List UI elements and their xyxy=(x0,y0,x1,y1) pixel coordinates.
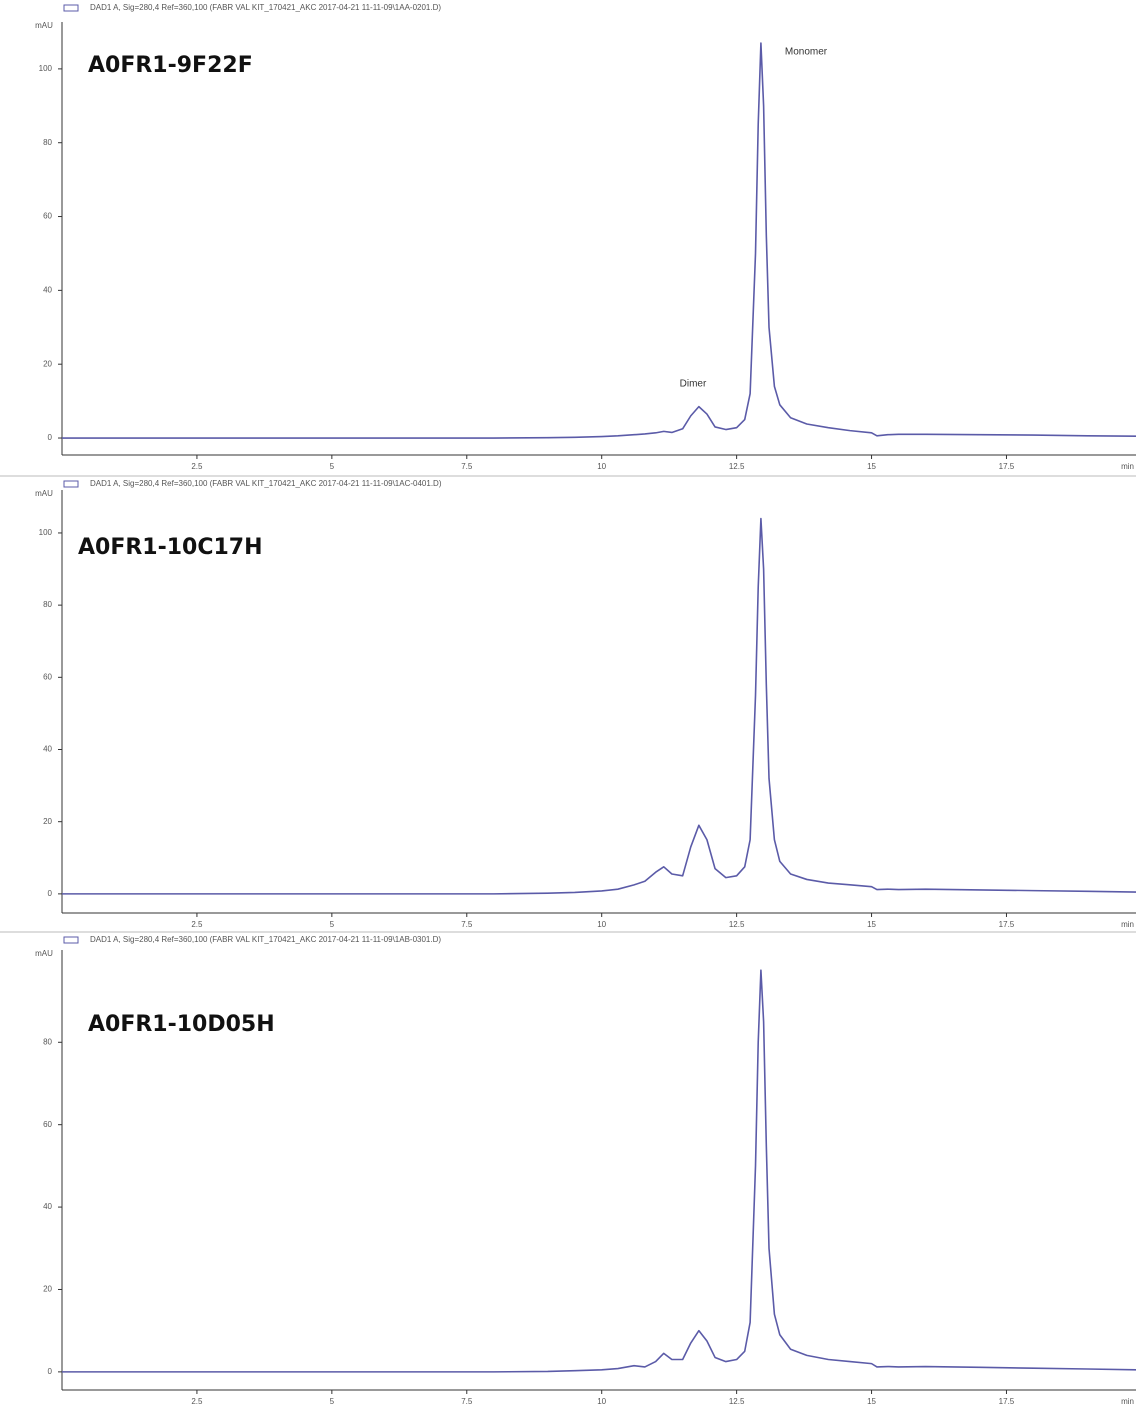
x-tick-label: 12.5 xyxy=(729,920,745,929)
trace-line xyxy=(62,42,1136,439)
annotation: Dimer xyxy=(680,379,707,390)
legend-label: DAD1 A, Sig=280,4 Ref=360,100 (FABR VAL … xyxy=(90,479,442,488)
x-tick-label: 12.5 xyxy=(729,1397,745,1406)
y-tick-label: 40 xyxy=(43,745,52,754)
x-tick-label: 10 xyxy=(597,1397,606,1406)
y-tick-label: 0 xyxy=(48,1367,53,1376)
legend-swatch xyxy=(63,4,79,12)
legend-label: DAD1 A, Sig=280,4 Ref=360,100 (FABR VAL … xyxy=(90,3,441,12)
y-tick-label: 40 xyxy=(43,1202,52,1211)
y-tick-label: 80 xyxy=(43,138,52,147)
trace-line xyxy=(62,969,1136,1373)
x-tick-label: 5 xyxy=(330,462,335,471)
x-tick-label: 7.5 xyxy=(461,462,473,471)
x-tick-label: 17.5 xyxy=(999,1397,1015,1406)
x-tick-label: 10 xyxy=(597,920,606,929)
x-axis-label: min xyxy=(1121,920,1134,929)
y-tick-label: 20 xyxy=(43,817,52,826)
x-tick-label: 15 xyxy=(867,1397,876,1406)
x-tick-label: 12.5 xyxy=(729,462,745,471)
x-tick-label: 10 xyxy=(597,462,606,471)
legend-label: DAD1 A, Sig=280,4 Ref=360,100 (FABR VAL … xyxy=(90,935,441,944)
y-tick-label: 80 xyxy=(43,600,52,609)
y-tick-label: 100 xyxy=(39,64,53,73)
legend-swatch xyxy=(63,936,79,944)
y-tick-label: 20 xyxy=(43,359,52,368)
x-tick-label: 2.5 xyxy=(191,920,203,929)
y-axis-label: mAU xyxy=(35,949,53,958)
x-tick-label: 2.5 xyxy=(191,462,203,471)
x-axis-label: min xyxy=(1121,1397,1134,1406)
y-tick-label: 20 xyxy=(43,1285,52,1294)
y-tick-label: 0 xyxy=(48,433,53,442)
trace-line xyxy=(62,517,1136,895)
x-tick-label: 2.5 xyxy=(191,1397,203,1406)
y-tick-label: 60 xyxy=(43,212,52,221)
x-tick-label: 7.5 xyxy=(461,920,473,929)
x-axis-label: min xyxy=(1121,462,1134,471)
y-tick-label: 80 xyxy=(43,1037,52,1046)
annotation: Monomer xyxy=(785,47,828,58)
y-tick-label: 0 xyxy=(48,889,53,898)
chart-title: A0FR1-10C17H xyxy=(78,535,263,560)
y-tick-label: 60 xyxy=(43,1120,52,1129)
x-tick-label: 17.5 xyxy=(999,920,1015,929)
x-tick-label: 17.5 xyxy=(999,462,1015,471)
legend-swatch xyxy=(63,480,79,488)
y-axis-label: mAU xyxy=(35,489,53,498)
y-tick-label: 40 xyxy=(43,285,52,294)
x-tick-label: 5 xyxy=(330,920,335,929)
x-tick-label: 7.5 xyxy=(461,1397,473,1406)
y-tick-label: 60 xyxy=(43,672,52,681)
y-axis-label: mAU xyxy=(35,21,53,30)
x-tick-label: 15 xyxy=(867,462,876,471)
chart-title: A0FR1-10D05H xyxy=(88,1012,275,1037)
y-tick-label: 100 xyxy=(39,528,53,537)
x-tick-label: 5 xyxy=(330,1397,335,1406)
x-tick-label: 15 xyxy=(867,920,876,929)
chart-title: A0FR1-9F22F xyxy=(88,53,253,78)
